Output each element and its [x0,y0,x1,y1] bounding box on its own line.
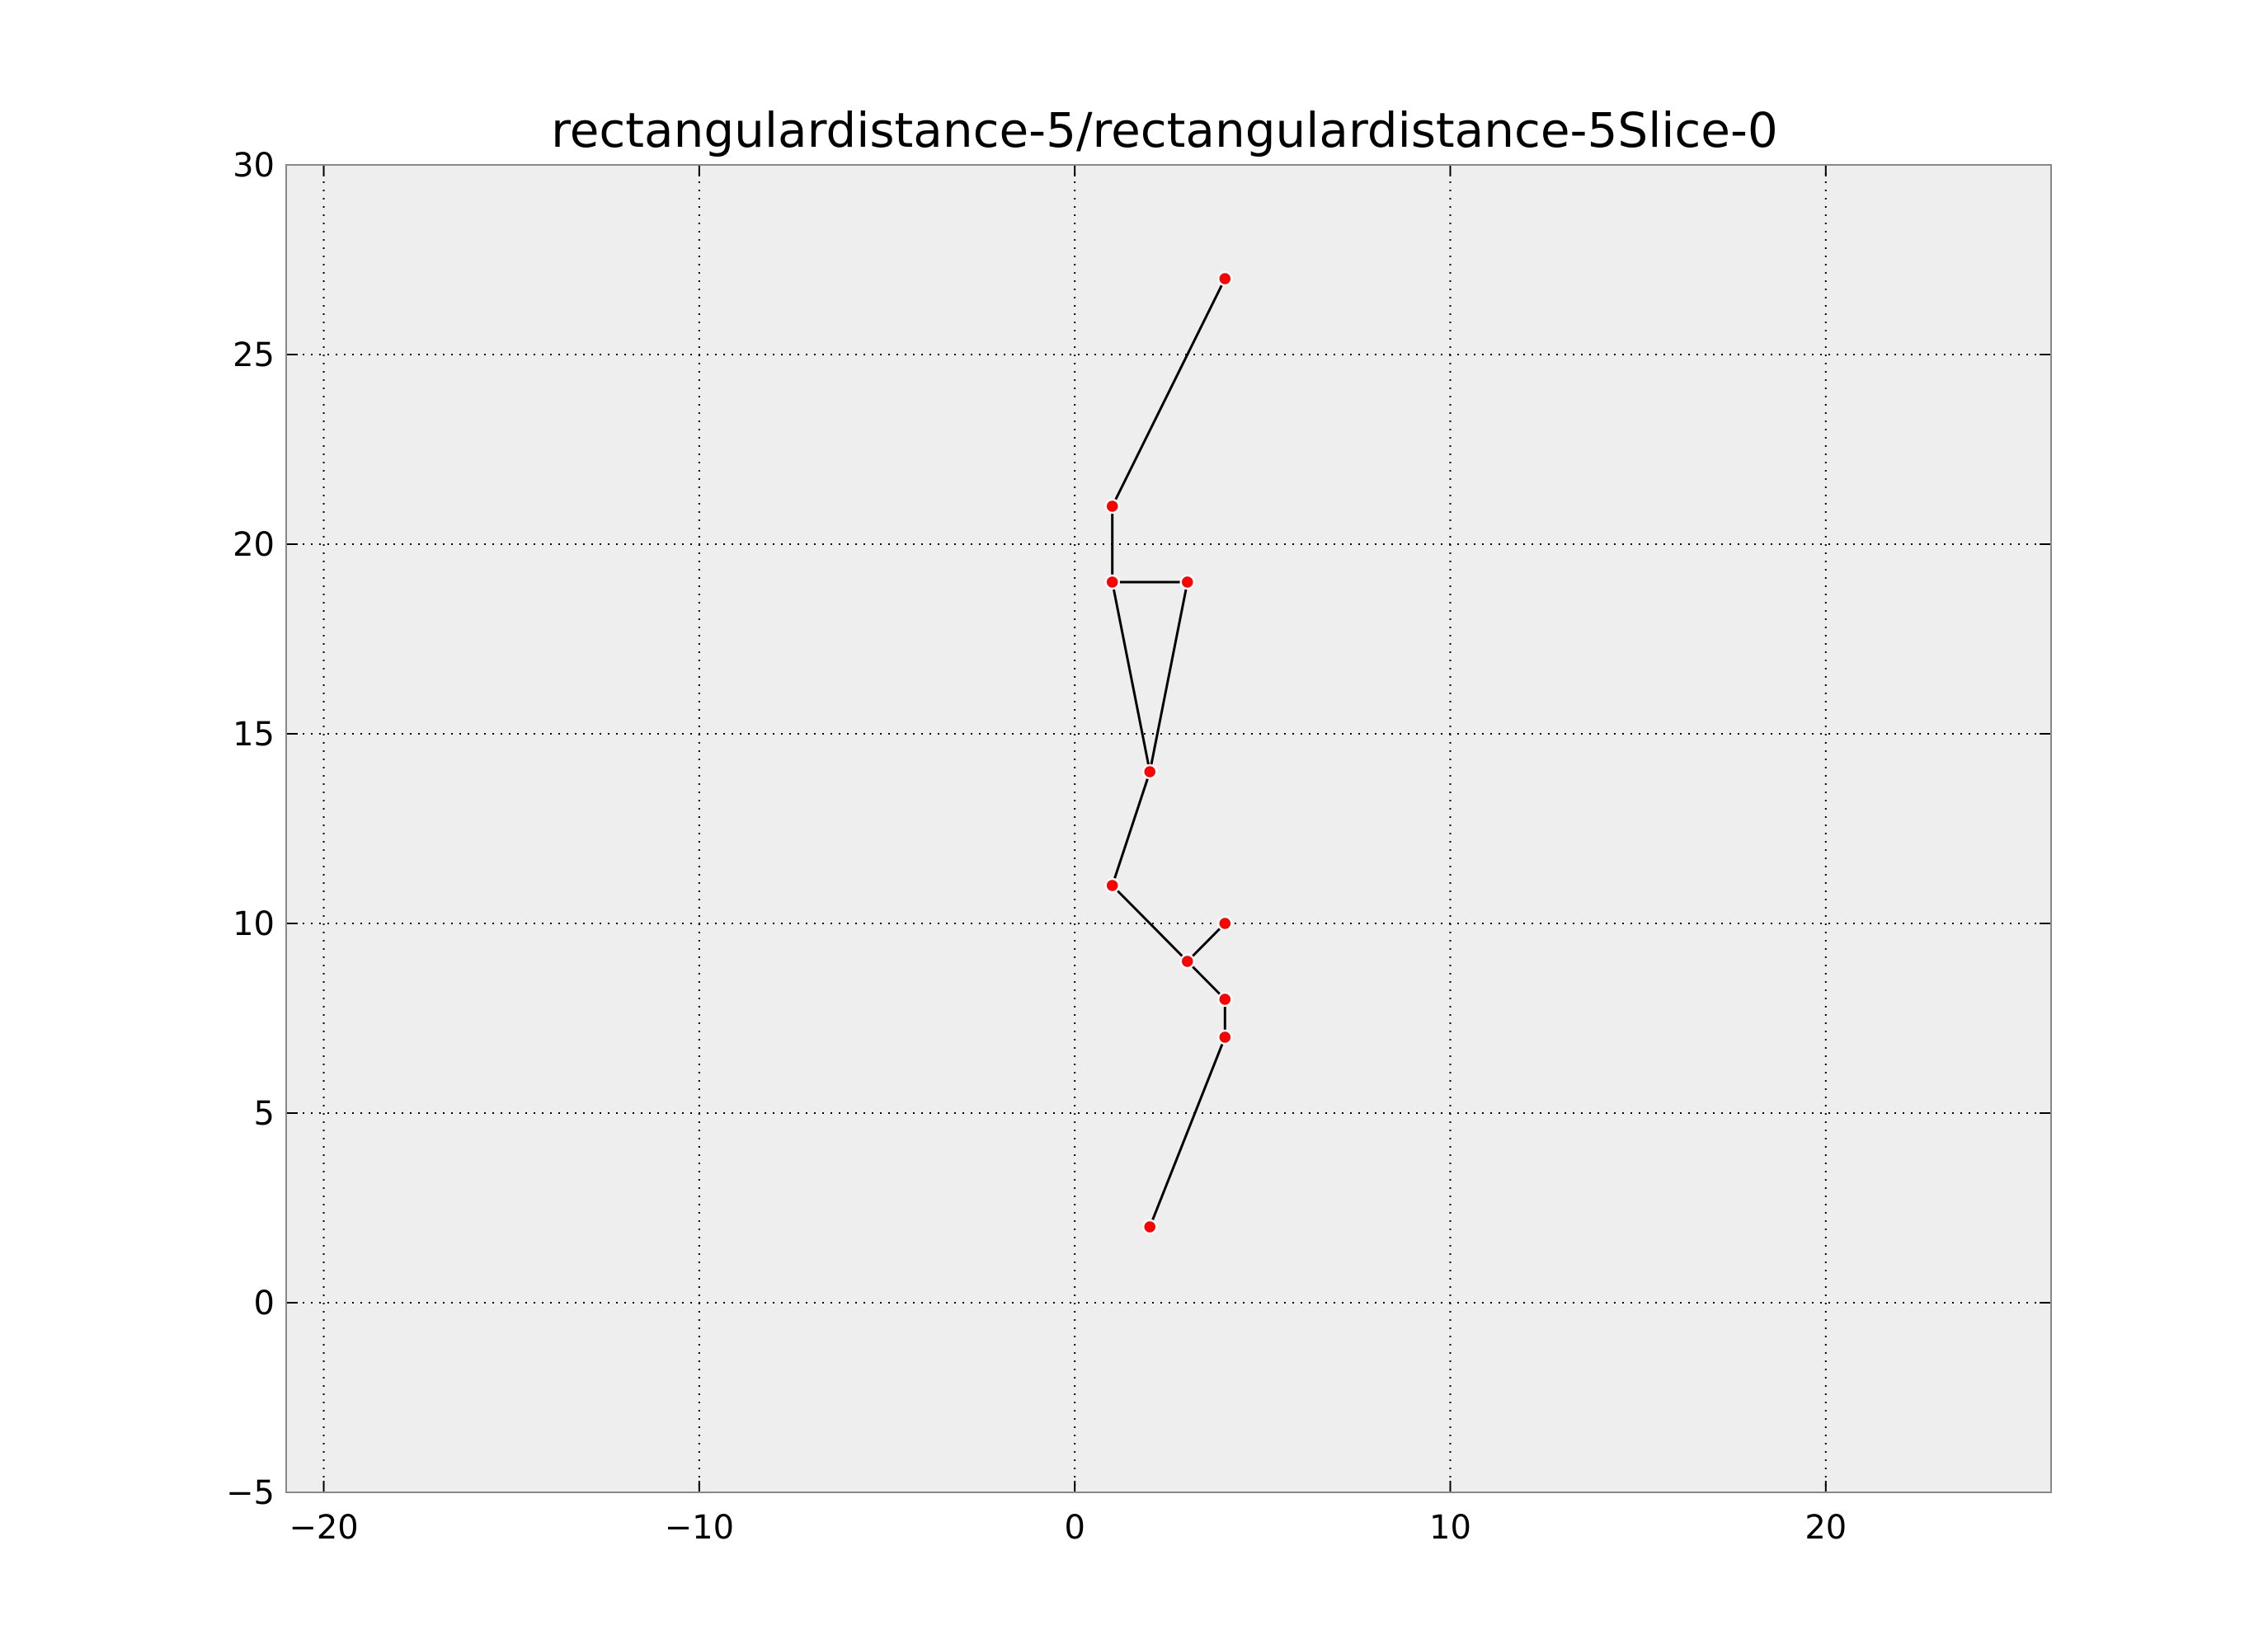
graph-edge [1148,581,1189,773]
data-point [1179,574,1196,590]
data-point [1217,991,1233,1008]
graph-edge [1186,922,1226,963]
data-point [1104,498,1120,514]
data-points [1104,270,1233,1235]
chart-title: rectangulardistance-5/rectangulardistanc… [551,102,1778,158]
y-tick-label: −5 [226,1474,275,1512]
y-tick-label: 0 [254,1285,275,1322]
plot-area [286,165,2051,1492]
data-point [1141,1219,1158,1235]
graph-edge [1111,278,1226,507]
data-point [1179,953,1196,970]
plot-frame [285,164,2052,1493]
graph-edge [1148,1036,1226,1228]
y-tick-label: 20 [233,526,275,564]
y-tick-label: 30 [233,147,275,185]
y-tick-label: 10 [233,905,275,943]
grid-lines [286,164,2051,1493]
tick-labels: −20 −10 0 10 20 −5 0 5 10 15 20 25 30 [226,147,1847,1547]
data-point [1141,763,1158,780]
data-point [1217,270,1233,287]
graph-edge [1186,960,1226,1001]
data-point [1217,1029,1233,1045]
graph-edge [1111,581,1151,773]
y-tick-label: 15 [233,716,275,754]
y-tick-label: 25 [233,336,275,374]
graph-edge [1111,771,1151,886]
x-tick-label: 0 [1064,1509,1085,1547]
x-tick-label: −20 [289,1509,358,1547]
graph-edge [1111,884,1188,963]
y-tick-label: 5 [254,1095,275,1133]
x-tick-label: 10 [1429,1509,1471,1547]
x-tick-label: −10 [665,1509,734,1547]
x-tick-label: 20 [1805,1509,1847,1547]
data-point [1104,877,1120,894]
data-point [1104,574,1120,590]
edge-lines [1111,278,1226,1228]
data-point [1217,915,1233,932]
